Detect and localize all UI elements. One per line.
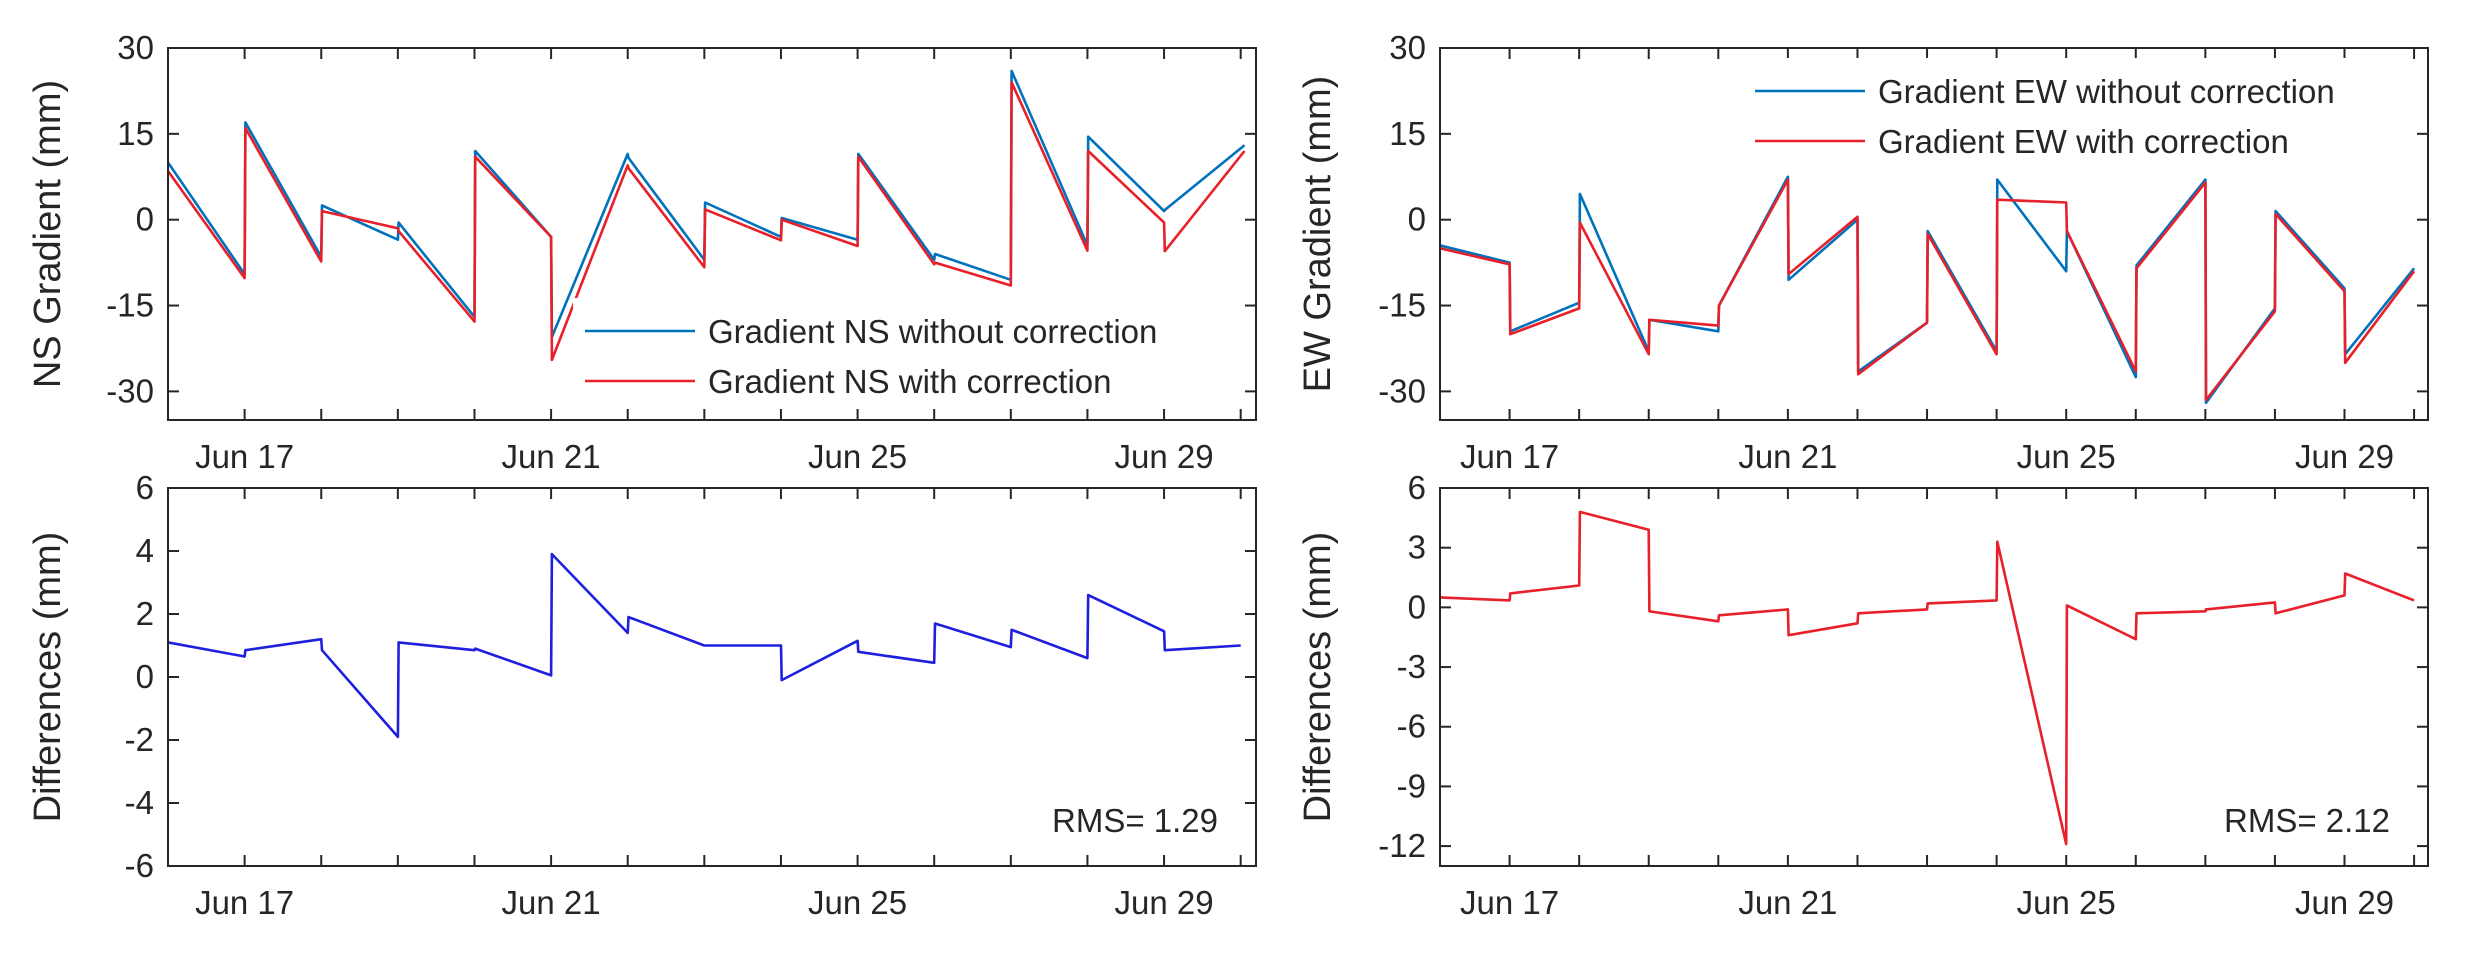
- y-tick-label: -9: [1397, 767, 1426, 804]
- series-line-ew-differences-0: [1440, 510, 2415, 846]
- plot-frame: [1439, 487, 2429, 867]
- y-tick-label: 0: [1408, 201, 1426, 238]
- y-tick-label: 6: [136, 469, 154, 506]
- series-line-ew-gradient-1: [1440, 178, 2416, 402]
- y-tick-label: 15: [1389, 115, 1426, 152]
- legend-entry: Gradient EW without correction: [1878, 73, 2335, 110]
- x-tick-label: Jun 25: [2017, 438, 2116, 475]
- y-tick-label: -3: [1397, 648, 1426, 685]
- y-tick-label: -6: [1397, 708, 1426, 745]
- rms-annotation: RMS= 2.12: [2224, 802, 2390, 839]
- x-tick-label: Jun 17: [195, 884, 294, 921]
- x-tick-label: Jun 21: [1738, 438, 1837, 475]
- x-tick-label: Jun 29: [2295, 884, 2394, 921]
- x-tick-label: Jun 29: [1115, 884, 1214, 921]
- y-tick-label: 0: [1408, 588, 1426, 625]
- legend-entry: Gradient NS without correction: [708, 313, 1157, 350]
- legend-entry: Gradient EW with correction: [1878, 123, 2289, 160]
- y-tick-label: 30: [117, 29, 154, 66]
- legend-entry: Gradient NS with correction: [708, 363, 1112, 400]
- x-tick-label: Jun 21: [1738, 884, 1837, 921]
- y-tick-label: 0: [136, 201, 154, 238]
- y-tick-label: -4: [125, 784, 154, 821]
- legend: Gradient NS without correction Gradient N…: [573, 298, 1243, 408]
- y-axis-label: NS Gradient (mm): [27, 80, 69, 388]
- series-line-ns-gradient-1: [168, 81, 1246, 362]
- y-tick-label: -30: [106, 372, 154, 409]
- chart-panel-ns-differences: 6 4 2 0 -2 -4 -6 Jun 17 Jun 21 Jun 25 Jun 29 Differ…: [27, 469, 1257, 921]
- chart-panel-ew-gradient: 30 15 0 -15 -30 Jun 17 Jun 21 Jun 25 Jun 29 EW Gr…: [1297, 29, 2429, 475]
- plot-frame: [167, 47, 1257, 421]
- y-tick-label: -15: [1378, 287, 1426, 324]
- chart-panel-ew-differences: 6 3 0 -3 -6 -9 -12 Jun 17 Jun 21 Jun 25 Jun 29 Diff…: [1297, 469, 2429, 921]
- legend-box: [573, 298, 1243, 408]
- x-tick-label: Jun 25: [808, 884, 907, 921]
- x-tick-label: Jun 21: [502, 884, 601, 921]
- y-axis-label: Differences (mm): [1297, 532, 1339, 823]
- rms-annotation: RMS= 1.29: [1052, 802, 1218, 839]
- y-tick-label: 2: [136, 595, 154, 632]
- series-line-ns-gradient-0: [168, 69, 1246, 339]
- y-tick-label: 3: [1408, 529, 1426, 566]
- y-tick-label: -6: [125, 847, 154, 884]
- y-tick-label: 0: [136, 658, 154, 695]
- y-axis-label: EW Gradient (mm): [1297, 76, 1339, 393]
- x-tick-label: Jun 29: [1115, 438, 1214, 475]
- legend-box: [1743, 58, 2413, 168]
- x-tick-label: Jun 17: [195, 438, 294, 475]
- legend: Gradient EW without correction Gradient E…: [1743, 58, 2413, 168]
- y-tick-label: -30: [1378, 372, 1426, 409]
- plot-frame: [1439, 47, 2429, 421]
- y-tick-label: -2: [125, 721, 154, 758]
- series-line-ns-differences-0: [168, 552, 1241, 739]
- y-tick-label: -15: [106, 287, 154, 324]
- chart-panel-ns-gradient: 30 15 0 -15 -30 Jun 17 Jun 21 Jun 25 Jun 29 NS Gr…: [27, 29, 1257, 475]
- x-tick-label: Jun 25: [808, 438, 907, 475]
- x-tick-label: Jun 29: [2295, 438, 2394, 475]
- x-tick-label: Jun 21: [502, 438, 601, 475]
- x-tick-label: Jun 17: [1460, 884, 1559, 921]
- y-axis-label: Differences (mm): [27, 532, 69, 823]
- y-tick-label: 15: [117, 115, 154, 152]
- x-tick-label: Jun 17: [1460, 438, 1559, 475]
- y-tick-label: 30: [1389, 29, 1426, 66]
- y-tick-label: 4: [136, 532, 154, 569]
- y-tick-label: 6: [1408, 469, 1426, 506]
- x-tick-label: Jun 25: [2017, 884, 2116, 921]
- y-tick-label: -12: [1378, 827, 1426, 864]
